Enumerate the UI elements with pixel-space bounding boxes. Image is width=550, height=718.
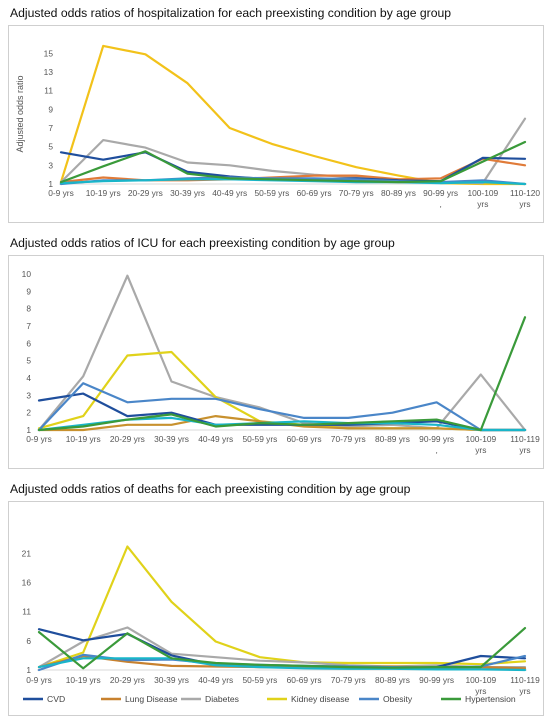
x-tick-label: 20-29 yrs	[110, 675, 145, 685]
x-tick-label: 60-69 yrs	[297, 188, 332, 198]
x-tick-label: 30-39 yrs	[154, 675, 189, 685]
y-tick-label: 5	[26, 356, 31, 366]
x-tick-label: yrs	[475, 686, 486, 696]
x-tick-label: yrs	[477, 199, 488, 209]
y-tick-label: 21	[22, 548, 32, 558]
chart-2-panel: 1 2 3 4 5 6 7 8 9 10 0-9 yrs 10-19 yrs 20-29 yrs 30-3…	[8, 255, 544, 469]
y-tick-label: 2	[26, 408, 31, 418]
y-tick-label: 4	[26, 373, 31, 383]
x-tick-label: 110-119	[510, 675, 540, 685]
x-tick-label: 40-49 yrs	[198, 434, 233, 444]
x-tick-label: 0-9 yrs	[26, 434, 52, 444]
x-tick-label: 80-89 yrs	[375, 675, 410, 685]
x-tick-label: 100-109	[465, 434, 496, 444]
series-line-hypertension	[37, 316, 527, 432]
y-tick-label: 10	[22, 269, 32, 279]
x-tick-label: 60-69 yrs	[287, 434, 322, 444]
x-tick-label: 50-59 yrs	[254, 188, 289, 198]
x-tick-label: 10-19 yrs	[86, 188, 121, 198]
x-tick-label: 70-79 yrs	[331, 434, 366, 444]
series-line-cvd2	[37, 657, 527, 672]
x-tick-label: 40-49 yrs	[198, 675, 233, 685]
series-line-kidney-disease	[37, 545, 527, 669]
chart-1-title: Adjusted odds ratios of hospitalization …	[10, 6, 452, 20]
legend-label: Diabetes	[205, 694, 239, 704]
x-tick-label: 70-79 yrs	[331, 675, 366, 685]
x-tick-label: yrs	[519, 199, 530, 209]
legend-label: CVD	[47, 694, 65, 704]
legend-label: Lung Disease	[125, 694, 178, 704]
y-tick-label: 3	[48, 160, 53, 170]
x-tick-label: 110-119	[510, 434, 540, 444]
y-tick-label: 11	[44, 86, 53, 96]
y-tick-label: 15	[44, 48, 54, 58]
y-tick-label: 3	[26, 390, 31, 400]
chart-2-title: Adjusted odds ratios of ICU for each pre…	[10, 236, 395, 250]
x-tick-label: 90-99 yrs	[419, 434, 454, 444]
y-tick-label: 7	[48, 123, 53, 133]
y-tick-label: 7	[26, 321, 31, 331]
y-tick-label: 9	[48, 104, 53, 114]
x-tick-label: 20-29 yrs	[128, 188, 163, 198]
x-tick-label: 10-19 yrs	[66, 675, 101, 685]
y-tick-label: 6	[26, 636, 31, 646]
x-tick-label: ,	[439, 199, 441, 209]
y-tick-label: 1	[26, 425, 31, 435]
series-line-hypertension	[37, 626, 527, 670]
x-tick-label: yrs	[519, 445, 530, 455]
x-tick-label: ,	[435, 445, 437, 455]
x-tick-label: 80-89 yrs	[375, 434, 410, 444]
y-tick-label: 6	[26, 338, 31, 348]
y-tick-label: 13	[44, 67, 54, 77]
x-tick-label: 50-59 yrs	[242, 675, 277, 685]
series-line-diabetes	[37, 626, 527, 669]
y-axis-title: Adjusted odds ratio	[15, 75, 25, 152]
x-tick-label: 70-79 yrs	[339, 188, 374, 198]
series-line-kidney-disease	[37, 350, 527, 432]
x-tick-label: 0-9 yrs	[26, 675, 52, 685]
y-tick-label: 1	[48, 179, 53, 189]
x-tick-label: 110-120	[510, 188, 540, 198]
x-tick-label: 90-99 yrs	[423, 188, 458, 198]
x-tick-label: yrs	[519, 686, 530, 696]
series-line-diabetes	[37, 274, 527, 432]
x-tick-label: 90-99 yrs	[419, 675, 454, 685]
chart-3-title: Adjusted odds ratios of deaths for each …	[10, 482, 411, 496]
y-tick-label: 11	[22, 607, 31, 617]
x-tick-label: 100-109	[467, 188, 498, 198]
x-tick-label: 50-59 yrs	[242, 434, 277, 444]
x-tick-label: 60-69 yrs	[287, 675, 322, 685]
series-line-kidney-disease	[59, 44, 527, 186]
chart-2-svg: 1 2 3 4 5 6 7 8 9 10 0-9 yrs 10-19 yrs 20-29 yrs 30-3…	[22, 269, 540, 455]
legend-label: Kidney disease	[291, 694, 350, 704]
x-tick-label: 30-39 yrs	[154, 434, 189, 444]
series-line-hypertension	[59, 140, 527, 184]
y-tick-label: 5	[48, 142, 53, 152]
y-tick-label: 8	[26, 304, 31, 314]
x-tick-label: 100-109	[465, 675, 496, 685]
y-tick-label: 9	[26, 286, 31, 296]
x-tick-label: yrs	[475, 445, 486, 455]
x-tick-label: 0-9 yrs	[48, 188, 74, 198]
x-tick-label: 80-89 yrs	[381, 188, 416, 198]
series-line-obesity	[37, 382, 527, 432]
x-tick-label: 20-29 yrs	[110, 434, 145, 444]
y-tick-label: 16	[22, 578, 32, 588]
chart-1-panel: 1 3 5 7 9 11 13 15 Adjusted odds ratio 0-9 yrs 10-…	[8, 25, 544, 223]
x-tick-label: 40-49 yrs	[212, 188, 247, 198]
chart-3-panel: 1 6 11 16 21 0-9 yrs 10-19 yrs 20-29 yrs 30-39 y…	[8, 501, 544, 716]
x-tick-label: 10-19 yrs	[66, 434, 101, 444]
legend-label: Hypertension	[465, 694, 516, 704]
x-tick-label: 30-39 yrs	[170, 188, 205, 198]
legend-label: Obesity	[383, 694, 413, 704]
y-tick-label: 1	[26, 665, 31, 675]
